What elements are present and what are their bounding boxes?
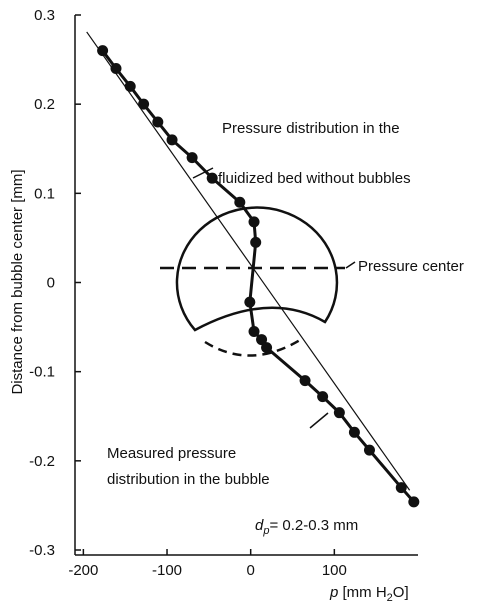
data-point bbox=[333, 407, 345, 419]
annotation: fluidized bed without bubbles bbox=[218, 170, 411, 187]
data-point bbox=[395, 482, 407, 494]
annotation: Pressure center bbox=[358, 258, 464, 275]
y-tick-label: 0.2 bbox=[34, 96, 55, 113]
annotation: Measured pressure bbox=[107, 445, 236, 462]
data-point bbox=[363, 444, 375, 456]
data-point bbox=[152, 116, 164, 128]
bubble-outline bbox=[175, 206, 339, 332]
x-tick-label: 100 bbox=[322, 562, 347, 579]
data-point bbox=[234, 196, 246, 208]
y-tick-label: -0.3 bbox=[29, 542, 55, 559]
y-axis-label: Distance from bubble center [mm] bbox=[9, 169, 26, 394]
x-axis-label: p [mm H2O] bbox=[329, 584, 409, 604]
data-point bbox=[261, 342, 273, 354]
leader bbox=[309, 412, 329, 429]
y-tick-label: 0 bbox=[47, 275, 55, 292]
data-point bbox=[186, 152, 198, 164]
annotation: dp= 0.2-0.3 mm bbox=[255, 517, 358, 537]
data-point bbox=[166, 134, 178, 146]
x-label: [mm H bbox=[338, 584, 386, 601]
y-tick-label: -0.1 bbox=[29, 364, 55, 381]
y-tick-label: 0.3 bbox=[34, 7, 55, 24]
bubble-wake bbox=[204, 338, 301, 357]
x-tick-label: -200 bbox=[68, 562, 98, 579]
data-point bbox=[206, 172, 218, 184]
series-line bbox=[101, 49, 415, 503]
data-point bbox=[244, 296, 256, 308]
y-tick-label: -0.2 bbox=[29, 453, 55, 470]
leader bbox=[345, 261, 356, 269]
data-point bbox=[248, 326, 260, 338]
x-tick-label: -100 bbox=[152, 562, 182, 579]
annotation: distribution in the bubble bbox=[107, 471, 270, 488]
data-point bbox=[299, 375, 311, 387]
data-point bbox=[408, 496, 420, 508]
annotation: Pressure distribution in the bbox=[222, 120, 400, 137]
x-label-sub: 2 bbox=[387, 592, 393, 604]
data-point bbox=[348, 426, 360, 438]
x-tick-label: 0 bbox=[247, 562, 255, 579]
data-point bbox=[124, 80, 136, 92]
data-point bbox=[256, 334, 268, 346]
y-tick-label: 0.1 bbox=[34, 185, 55, 202]
series-line bbox=[86, 31, 411, 491]
dp-symbol: d bbox=[255, 517, 264, 534]
x-label: O] bbox=[393, 584, 409, 601]
data-point bbox=[97, 45, 109, 57]
x-label-symbol: p bbox=[329, 584, 338, 601]
data-point bbox=[317, 391, 329, 403]
leader bbox=[192, 167, 214, 179]
data-point bbox=[110, 63, 122, 74]
data-point bbox=[138, 98, 150, 110]
dp-value: = 0.2-0.3 mm bbox=[269, 517, 358, 534]
dp-subscript: p bbox=[262, 525, 269, 537]
data-point bbox=[250, 236, 262, 248]
data-point bbox=[248, 216, 260, 228]
